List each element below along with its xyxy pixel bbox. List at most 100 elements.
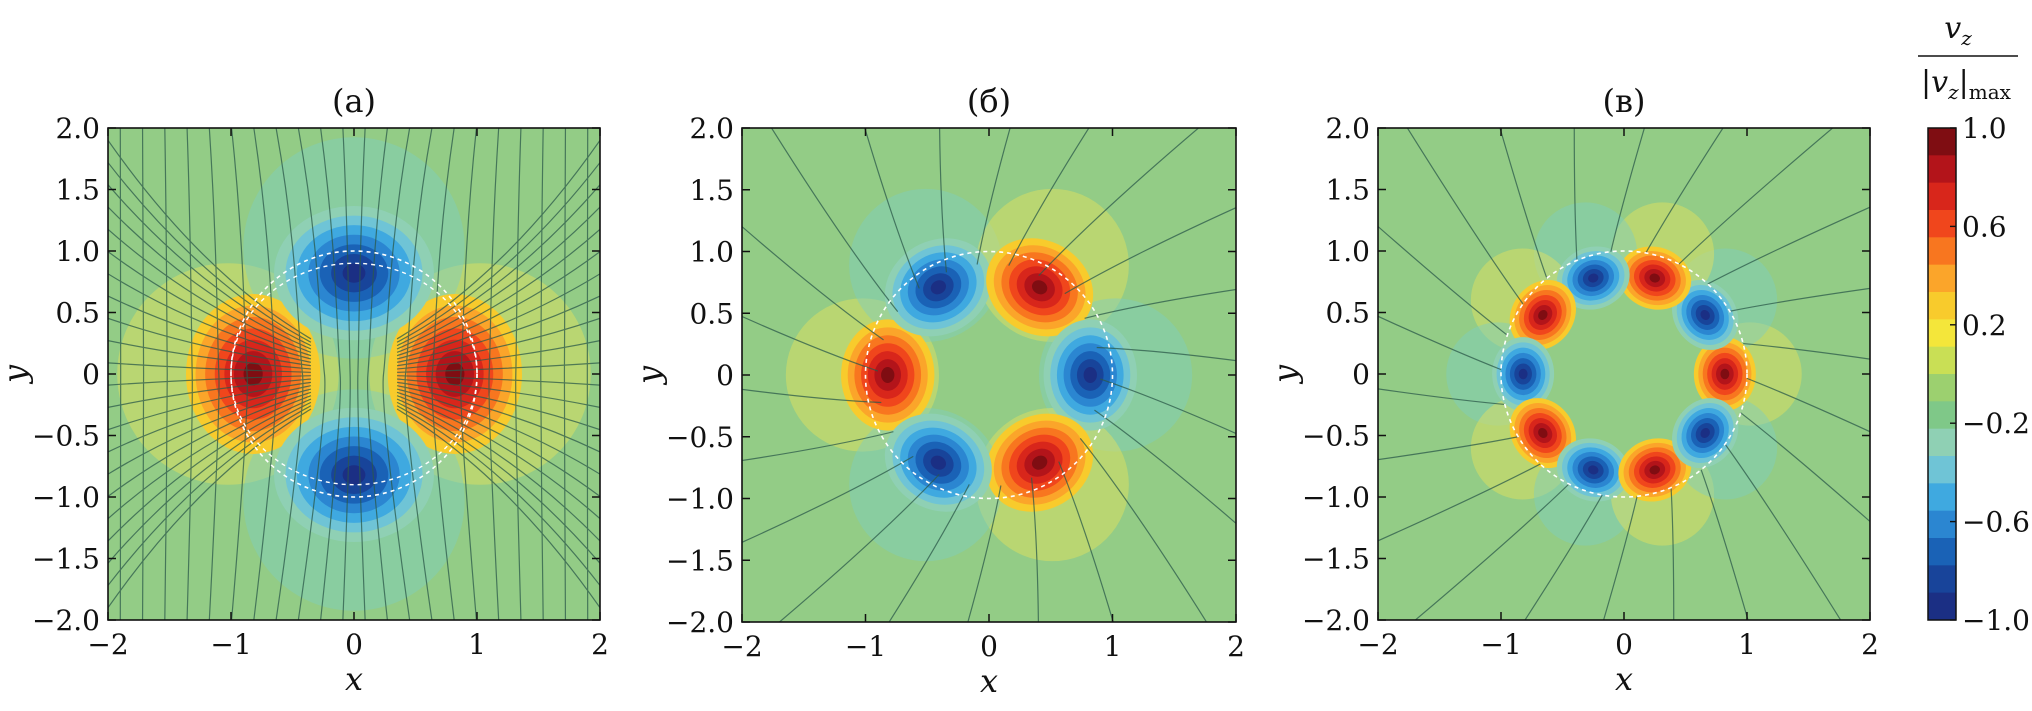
streamline	[976, 128, 1011, 265]
streamline	[742, 388, 882, 404]
streamline	[1700, 469, 1749, 620]
contour-level	[930, 455, 947, 470]
streamline	[1378, 463, 1541, 542]
x-tick-label: 1	[1738, 628, 1756, 661]
streamline	[1099, 378, 1236, 435]
streamline	[1573, 128, 1578, 261]
x-tick-label: −2	[1357, 628, 1398, 661]
streamline	[1064, 207, 1236, 295]
colorbar-tick-label: −0.2	[1962, 407, 2030, 440]
streamline	[108, 273, 312, 360]
streamline	[1378, 225, 1508, 336]
y-tick-label: 0.5	[689, 297, 734, 330]
y-tick-label: −1.5	[32, 543, 100, 576]
colorbar-segment	[1928, 510, 1956, 539]
contour-level	[1083, 367, 1097, 383]
streamline	[1499, 128, 1548, 279]
streamline	[540, 128, 544, 620]
panel-a: −2 −1 0 1 2 2.0 1.5 1.0 0.5 0 −0.5 −1.0 −1.5 −2.0 x y (а…	[0, 82, 609, 698]
streamline	[366, 128, 388, 620]
streamline	[108, 162, 312, 343]
contour-level	[881, 367, 895, 383]
streamline	[108, 317, 312, 367]
contour-level	[1700, 309, 1710, 320]
streamline	[1378, 315, 1502, 371]
lobe	[274, 407, 434, 543]
panel-c: −2 −1 0 1 2 2.0 1.5 1.0 0.5 0 −0.5 −1.0 −1.5 −2.0 x y (в…	[1266, 82, 1879, 698]
streamline	[742, 455, 914, 543]
ticks: −2 −1 0 1 2 2.0 1.5 1.0 0.5 0 −0.5 −1.0 −1.5 −2.0	[32, 112, 609, 661]
contour-level	[445, 362, 465, 386]
lobe	[1509, 279, 1576, 350]
streamline	[1729, 287, 1870, 312]
x-tick-label: −1	[210, 628, 251, 661]
streamline	[297, 128, 326, 620]
colorbar-segment	[1928, 346, 1956, 375]
x-tick-label: 0	[1615, 628, 1633, 661]
y-axis-label: y	[0, 364, 34, 385]
streamline	[396, 391, 600, 497]
colorbar-segment	[1928, 210, 1956, 238]
y-tick-label: 2.0	[689, 112, 734, 145]
plot-area	[742, 128, 1236, 622]
y-tick-label: 1.5	[689, 174, 734, 207]
streamline	[320, 128, 342, 620]
y-tick-label: 0.5	[55, 297, 100, 330]
x-axis-label: x	[1615, 660, 1633, 698]
streamline	[460, 128, 478, 620]
streamline	[1724, 443, 1842, 620]
streamline	[357, 128, 366, 620]
ticks: −2 −1 0 1 2 2.0 1.5 1.0 0.5 0 −0.5 −1.0 −1.5 −2.0	[666, 112, 1245, 663]
lobe	[1509, 398, 1576, 469]
streamline	[108, 378, 312, 408]
streamline	[396, 401, 600, 564]
streamline	[1707, 206, 1870, 285]
contour-level	[342, 263, 366, 283]
streamline	[396, 139, 600, 340]
panel-b: −2 −1 0 1 2 2.0 1.5 1.0 0.5 0 −0.5 −1.0 −1.5 −2.0 x y (б…	[630, 82, 1245, 700]
streamline	[108, 184, 312, 347]
x-tick-label: 2	[1861, 628, 1879, 661]
streamline	[108, 388, 312, 475]
lobe	[185, 294, 321, 454]
streamline	[488, 128, 500, 620]
streamline	[864, 128, 920, 289]
streamline	[108, 395, 312, 520]
colorbar-segment	[1928, 155, 1956, 184]
lobe	[884, 413, 992, 512]
contour-level	[1588, 465, 1599, 475]
streamline	[1079, 438, 1208, 622]
colorbar-segment	[1928, 428, 1956, 457]
lobe	[1693, 337, 1756, 411]
ticks: −2 −1 0 1 2 2.0 1.5 1.0 0.5 0 −0.5 −1.0 −1.5 −2.0	[1302, 112, 1879, 661]
streamline	[108, 385, 312, 453]
colorbar-tick-label: 1.0	[1962, 112, 2007, 145]
streamline	[742, 315, 879, 372]
colorbar: 1.0 0.6 0.2 −0.2 −0.6 −1.0 vz |vz|max	[1918, 11, 2030, 637]
streamline	[431, 128, 455, 620]
streamline	[208, 128, 220, 620]
streamline	[1740, 412, 1870, 523]
lobe	[387, 294, 523, 454]
streamline	[253, 128, 277, 620]
streamline	[1008, 128, 1090, 266]
streamline	[396, 251, 600, 357]
streamline	[1058, 461, 1114, 622]
x-tick-label: 0	[980, 630, 998, 663]
x-axis-label: x	[980, 662, 998, 700]
y-tick-label: 1.5	[55, 174, 100, 207]
streamlines	[742, 128, 1236, 622]
streamlines	[108, 128, 600, 620]
x-tick-label: 1	[468, 628, 486, 661]
lobe	[884, 238, 992, 337]
streamline	[108, 340, 312, 370]
streamline	[1414, 483, 1570, 620]
streamline	[1030, 477, 1039, 622]
streamline	[1094, 409, 1236, 525]
y-tick-label: −1.5	[666, 544, 734, 577]
streamline	[1096, 346, 1236, 362]
lobe	[1618, 438, 1692, 502]
colorbar-segment	[1928, 401, 1956, 430]
streamline	[1746, 377, 1870, 433]
y-tick-label: 1.5	[1325, 174, 1370, 207]
